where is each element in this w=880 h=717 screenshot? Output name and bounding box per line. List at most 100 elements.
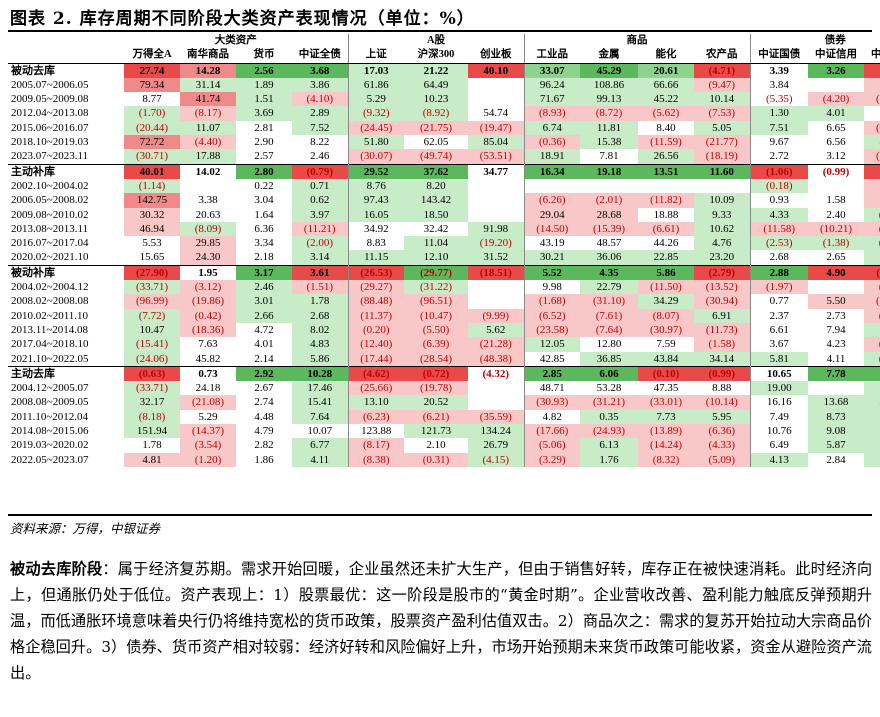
value-cell: (8.17)	[180, 106, 236, 121]
value-cell: 32.17	[124, 395, 180, 410]
table-row: 2009.08~2010.02 30.32 20.63 1.64 3.97 16.05 18…	[8, 207, 880, 222]
value-cell: 11.60	[694, 163, 751, 179]
value-cell: (11.50)	[638, 280, 695, 295]
value-cell	[468, 381, 525, 396]
value-cell: (33.71)	[124, 280, 180, 295]
value-cell: 4.76	[694, 236, 751, 251]
value-cell: 9.08	[808, 424, 865, 439]
value-cell: (0.31)	[404, 452, 468, 467]
value-cell: 108.86	[580, 77, 639, 93]
column-header: 货币	[236, 48, 292, 64]
row-label: 2013.08~2013.11	[11, 222, 89, 235]
value-cell: (6.02)	[864, 308, 880, 323]
value-cell: 11.81	[580, 120, 639, 136]
row-label: 2013.11~2014.08	[11, 323, 89, 336]
value-cell: 71.67	[523, 92, 581, 107]
value-cell: 3.17	[236, 264, 292, 281]
table-row: 2019.03~2020.02 1.78 (3.54) 2.82 6.77 (8.17) 2…	[8, 438, 880, 453]
value-cell	[468, 207, 525, 222]
row-label: 2021.10~2022.05	[11, 352, 89, 365]
value-cell: 85.04	[468, 135, 525, 150]
value-cell: 7.94	[808, 322, 865, 338]
value-cell: (24.93)	[580, 424, 639, 439]
value-cell: (6.61)	[638, 221, 695, 237]
summary-row: 主动补库 40.01 14.02 2.80 (0.79) 29.52 37.62 34.77 1…	[8, 163, 880, 179]
value-cell: 10.65	[749, 365, 809, 382]
value-cell: 14.02	[180, 163, 236, 179]
value-cell: 10.28	[292, 365, 348, 382]
value-cell: 43.12	[864, 395, 880, 410]
value-cell: (2.01)	[580, 193, 639, 208]
value-cell: 17.88	[180, 149, 236, 165]
value-cell	[808, 280, 865, 295]
value-cell: 79.34	[124, 77, 180, 93]
value-cell: 31.52	[468, 250, 525, 266]
value-cell: 18.50	[404, 207, 468, 222]
value-cell: 15.65	[124, 250, 180, 266]
value-cell: 6.36	[236, 221, 292, 237]
value-cell: 2.88	[749, 264, 809, 281]
value-cell: 5.53	[124, 236, 180, 251]
value-cell: 3.01	[236, 294, 292, 309]
summary-row: 主动去库 (0.63) 0.73 2.92 10.28 (4.62) (0.72) (4.32…	[8, 365, 880, 382]
column-header: 金属	[580, 48, 639, 64]
value-cell: (9.43)	[864, 280, 880, 295]
table-row: 2013.11~2014.08 10.47 (18.36) 4.72 8.02 (0.20…	[8, 322, 880, 338]
value-cell: 2.68	[292, 308, 348, 323]
value-cell: (24.45)	[347, 120, 404, 136]
value-cell: 3.68	[292, 63, 348, 78]
value-cell: 96.24	[523, 77, 581, 93]
value-cell: (8.38)	[347, 452, 404, 467]
analysis-paragraph: 被动去库阶段：属于经济复苏期。需求开始回暖，企业虽然还未扩大生产，但由于销售好转…	[10, 556, 872, 686]
value-cell: (35.59)	[468, 409, 525, 425]
value-cell	[468, 395, 525, 410]
column-header-row: 万得全A 南华商品 货币 中证全债 上证 沪深300 创业板 工业品 金属 能化 农产品 中证国债 中证…	[8, 48, 880, 64]
row-label: 被动去库	[11, 64, 55, 77]
value-cell: 5.29	[180, 409, 236, 425]
value-cell: 5.95	[694, 409, 751, 425]
value-cell: 2.40	[808, 207, 865, 222]
value-cell: 3.14	[292, 250, 348, 266]
value-cell: (31.22)	[404, 280, 468, 295]
value-cell: 2.72	[749, 149, 809, 165]
value-cell: (4.33)	[694, 438, 751, 453]
value-cell: (25.66)	[347, 381, 404, 396]
value-cell: (11.59)	[638, 135, 695, 150]
value-cell: (6.52)	[523, 308, 581, 323]
value-cell: 16.05	[347, 207, 404, 222]
value-cell: (2.00)	[292, 236, 348, 251]
value-cell: 2.46	[236, 280, 292, 295]
value-cell: 2.85	[523, 365, 581, 382]
value-cell: 2.90	[236, 135, 292, 150]
value-cell: 6.56	[808, 135, 865, 150]
column-header: 中证全债	[292, 48, 348, 64]
value-cell: 42.85	[523, 351, 581, 367]
value-cell: 4.01	[236, 337, 292, 352]
value-cell: 4.49	[864, 409, 880, 425]
value-cell: 0.77	[749, 294, 809, 309]
value-cell: 44.26	[638, 236, 695, 251]
value-cell: 34.14	[694, 351, 751, 367]
value-cell: (2.34)	[864, 236, 880, 251]
value-cell: (17.66)	[523, 424, 581, 439]
value-cell: 0.35	[580, 409, 639, 425]
value-cell: (3.12)	[180, 280, 236, 295]
value-cell: 6.13	[580, 438, 639, 453]
value-cell: 8.88	[694, 381, 751, 396]
table-row: 2011.10~2012.04 (8.18) 5.29 4.48 7.64 (6.23)(…	[8, 409, 880, 425]
value-cell: (2.31)	[864, 221, 880, 237]
value-cell: 28.67	[864, 77, 880, 93]
row-label: 2020.02~2021.10	[11, 251, 89, 264]
value-cell: 10.09	[694, 193, 751, 208]
value-cell: 16.16	[749, 395, 809, 410]
value-cell: (11.21)	[292, 221, 348, 237]
value-cell: 0.62	[292, 193, 348, 208]
value-cell: 1.78	[124, 438, 180, 453]
value-cell: (7.64)	[580, 322, 639, 338]
value-cell: 36.06	[580, 250, 639, 266]
value-cell: 66.66	[638, 77, 695, 93]
value-cell: (30.94)	[694, 294, 751, 309]
value-cell: 2.68	[749, 250, 809, 266]
value-cell: 41.69	[864, 135, 880, 150]
value-cell: (11.37)	[347, 308, 404, 323]
